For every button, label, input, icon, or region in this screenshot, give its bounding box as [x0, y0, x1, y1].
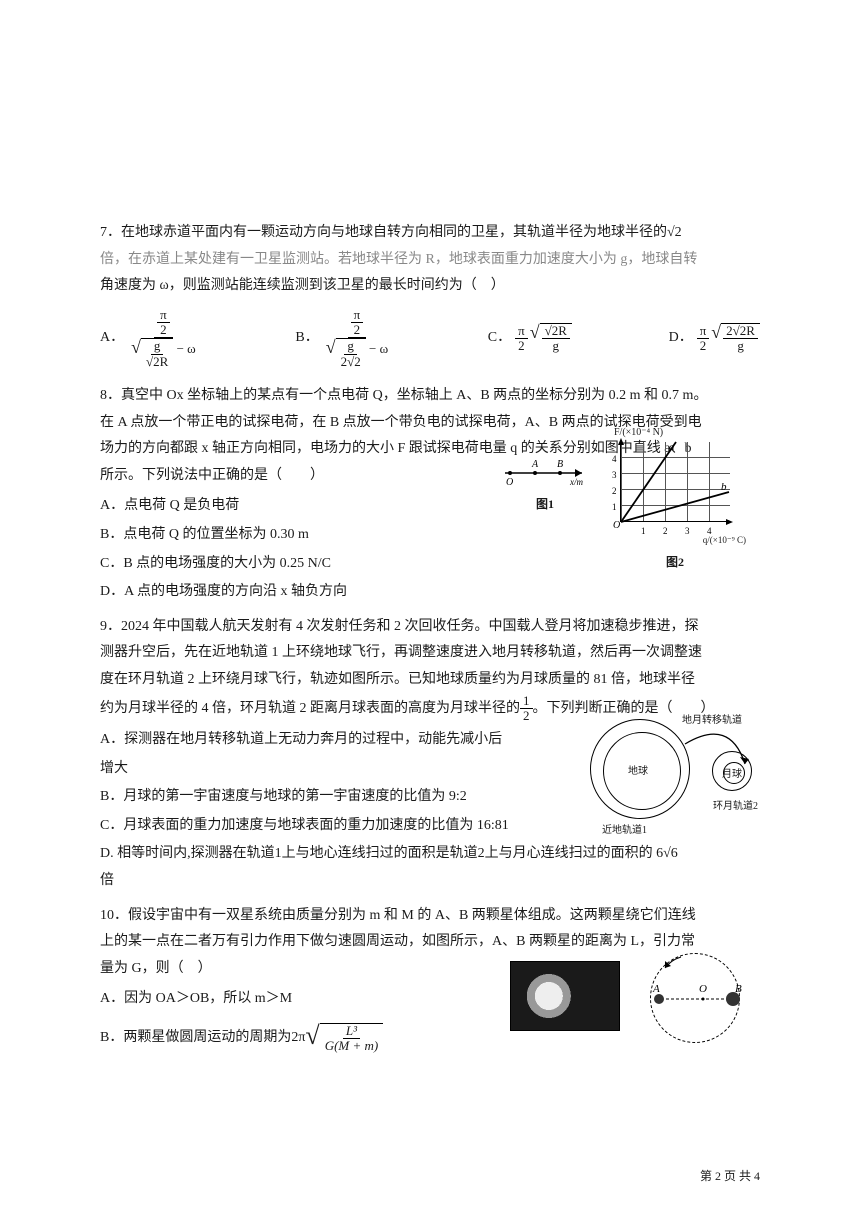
svg-text:2: 2: [663, 526, 668, 536]
svg-text:O: O: [699, 983, 707, 995]
q10-photo: [510, 961, 620, 1031]
q7-line2: 倍，在赤道上某处建有一卫星监测站。若地球半径为 R，地球表面重力加速度大小为 g…: [100, 247, 760, 274]
question-9: 9．2024 年中国载人航天发射有 4 次发射任务和 2 次回收任务。中国载人登…: [100, 614, 760, 895]
svg-text:O: O: [506, 477, 513, 488]
q7-option-a: A． π2 √g√2R − ω: [100, 308, 199, 369]
q7-c-label: C．: [488, 325, 511, 352]
svg-text:1: 1: [641, 526, 646, 536]
svg-text:4: 4: [707, 526, 712, 536]
q10-line1: 10．假设宇宙中有一双星系统由质量分别为 m 和 M 的 A、B 两颗星体组成。…: [100, 903, 760, 930]
q9-choice-c: C．月球表面的重力加速度与地球表面的重力加速度的比值为 16:81: [100, 813, 560, 840]
q7-line1: 7．在地球赤道平面内有一颗运动方向与地球自转方向相同的卫星，其轨道半径为地球半径…: [100, 220, 760, 247]
svg-text:3: 3: [685, 526, 690, 536]
svg-text:a: a: [669, 441, 675, 453]
q8-x-axis-label: q/(×10⁻⁹ C): [610, 532, 746, 549]
question-8: 8．真空中 Ox 坐标轴上的某点有一个点电荷 Q，坐标轴上 A、B 两点的坐标分…: [100, 383, 760, 606]
q9-earth-label: 地球: [628, 762, 648, 781]
svg-text:1: 1: [612, 502, 617, 512]
q10-choices: A．因为 OA＞OB，所以 m＞M B．两颗星做圆周运动的周期为 2π √L³G…: [100, 986, 460, 1053]
q9-choice-a: A．探测器在地月转移轨道上无动力奔月的过程中，动能先减小后: [100, 727, 560, 754]
svg-text:B: B: [735, 983, 742, 995]
q9-moon-label: 月球: [722, 765, 742, 784]
svg-text:A: A: [652, 983, 660, 995]
q9-line1: 9．2024 年中国载人航天发射有 4 次发射任务和 2 次回收任务。中国载人登…: [100, 614, 760, 641]
q9-orbit1-label: 近地轨道1: [602, 821, 647, 840]
q7-option-c: C． π2 √√2Rg: [488, 323, 572, 354]
q9-line3: 度在环月轨道 2 上环绕月球飞行，轨迹如图所示。已知地球质量约为月球质量的 81…: [100, 667, 760, 694]
svg-text:B: B: [557, 459, 563, 470]
q8-chart-lines: a b O 1 2 3 4 1 2 3 4: [621, 442, 731, 522]
svg-text:4: 4: [612, 454, 617, 464]
q8-fig2-label: 图2: [610, 551, 740, 574]
q7-line3: 角速度为 ω，则监测站能连续监测到该卫星的最长时间约为（ ）: [100, 273, 760, 300]
q8-fig1-label: 图1: [500, 493, 590, 516]
svg-text:3: 3: [612, 470, 617, 480]
q10-choice-b: B．两颗星做圆周运动的周期为 2π √L³G(M + m): [100, 1023, 460, 1054]
page-footer: 第 2 页 共 4: [700, 1165, 760, 1188]
q8-line1: 8．真空中 Ox 坐标轴上的某点有一个点电荷 Q，坐标轴上 A、B 两点的坐标分…: [100, 383, 760, 410]
q7-a-formula: π2 √g√2R − ω: [128, 308, 199, 369]
q7-a-label: A．: [100, 325, 124, 352]
q7-b-formula: π2 √g2√2 − ω: [323, 308, 391, 369]
question-10: 10．假设宇宙中有一双星系统由质量分别为 m 和 M 的 A、B 两颗星体组成。…: [100, 903, 760, 1054]
q8-choice-d: D．A 点的电场强度的方向沿 x 轴负方向: [100, 579, 760, 606]
q7-options: A． π2 √g√2R − ω B． π2 √g2√2 − ω: [100, 308, 760, 369]
svg-text:A: A: [531, 459, 539, 470]
q9-line2: 测器升空后，先在近地轨道 1 上环绕地球飞行，再调整速度进入地月转移轨道，然后再…: [100, 640, 760, 667]
q10-choice-a: A．因为 OA＞OB，所以 m＞M: [100, 986, 460, 1013]
svg-text:O: O: [613, 520, 620, 531]
q9-orbit2-label: 环月轨道2: [713, 797, 758, 816]
svg-text:2: 2: [612, 486, 617, 496]
q8-grid: a b O 1 2 3 4 1 2 3 4: [620, 442, 730, 522]
q7-option-b: B． π2 √g2√2 − ω: [295, 308, 391, 369]
q9-choice-a2: 增大: [100, 756, 560, 783]
question-7: 7．在地球赤道平面内有一颗运动方向与地球自转方向相同的卫星，其轨道半径为地球半径…: [100, 220, 760, 369]
q10-diagram-svg: A O B: [651, 954, 741, 1044]
q9-choices: A．探测器在地月转移轨道上无动力奔月的过程中，动能先减小后 增大 B．月球的第一…: [100, 727, 560, 839]
q9-choice-d: D. 相等时间内,探测器在轨道1上与地心连线扫过的面积是轨道2上与月心连线扫过的…: [100, 841, 760, 868]
q7-option-d: D． π2 √2√2Rg: [669, 323, 760, 354]
q9-choice-d2: 倍: [100, 868, 760, 895]
q8-figure-1: O A B x/m 图1: [500, 455, 590, 516]
svg-text:x/m: x/m: [569, 477, 583, 487]
q9-transfer-label: 地月转移轨道: [682, 711, 742, 730]
q10-diagram: A O B: [640, 953, 750, 1043]
q9-choice-b: B．月球的第一宇宙速度与地球的第一宇宙速度的比值为 9:2: [100, 784, 560, 811]
q10-orbit-circle: A O B: [650, 953, 740, 1043]
q8-figure-2: F/(×10⁻⁴ N) a b O 1 2 3 4 1 2 3: [610, 423, 740, 574]
svg-text:b: b: [721, 481, 727, 493]
q7-b-label: B．: [295, 325, 318, 352]
q8-axis-diagram: O A B x/m: [500, 455, 590, 485]
q9-figure: 地球 月球 近地轨道1 环月轨道2 地月转移轨道: [580, 709, 760, 819]
q8-y-axis-label: F/(×10⁻⁴ N): [614, 423, 740, 442]
q7-d-label: D．: [669, 325, 693, 352]
